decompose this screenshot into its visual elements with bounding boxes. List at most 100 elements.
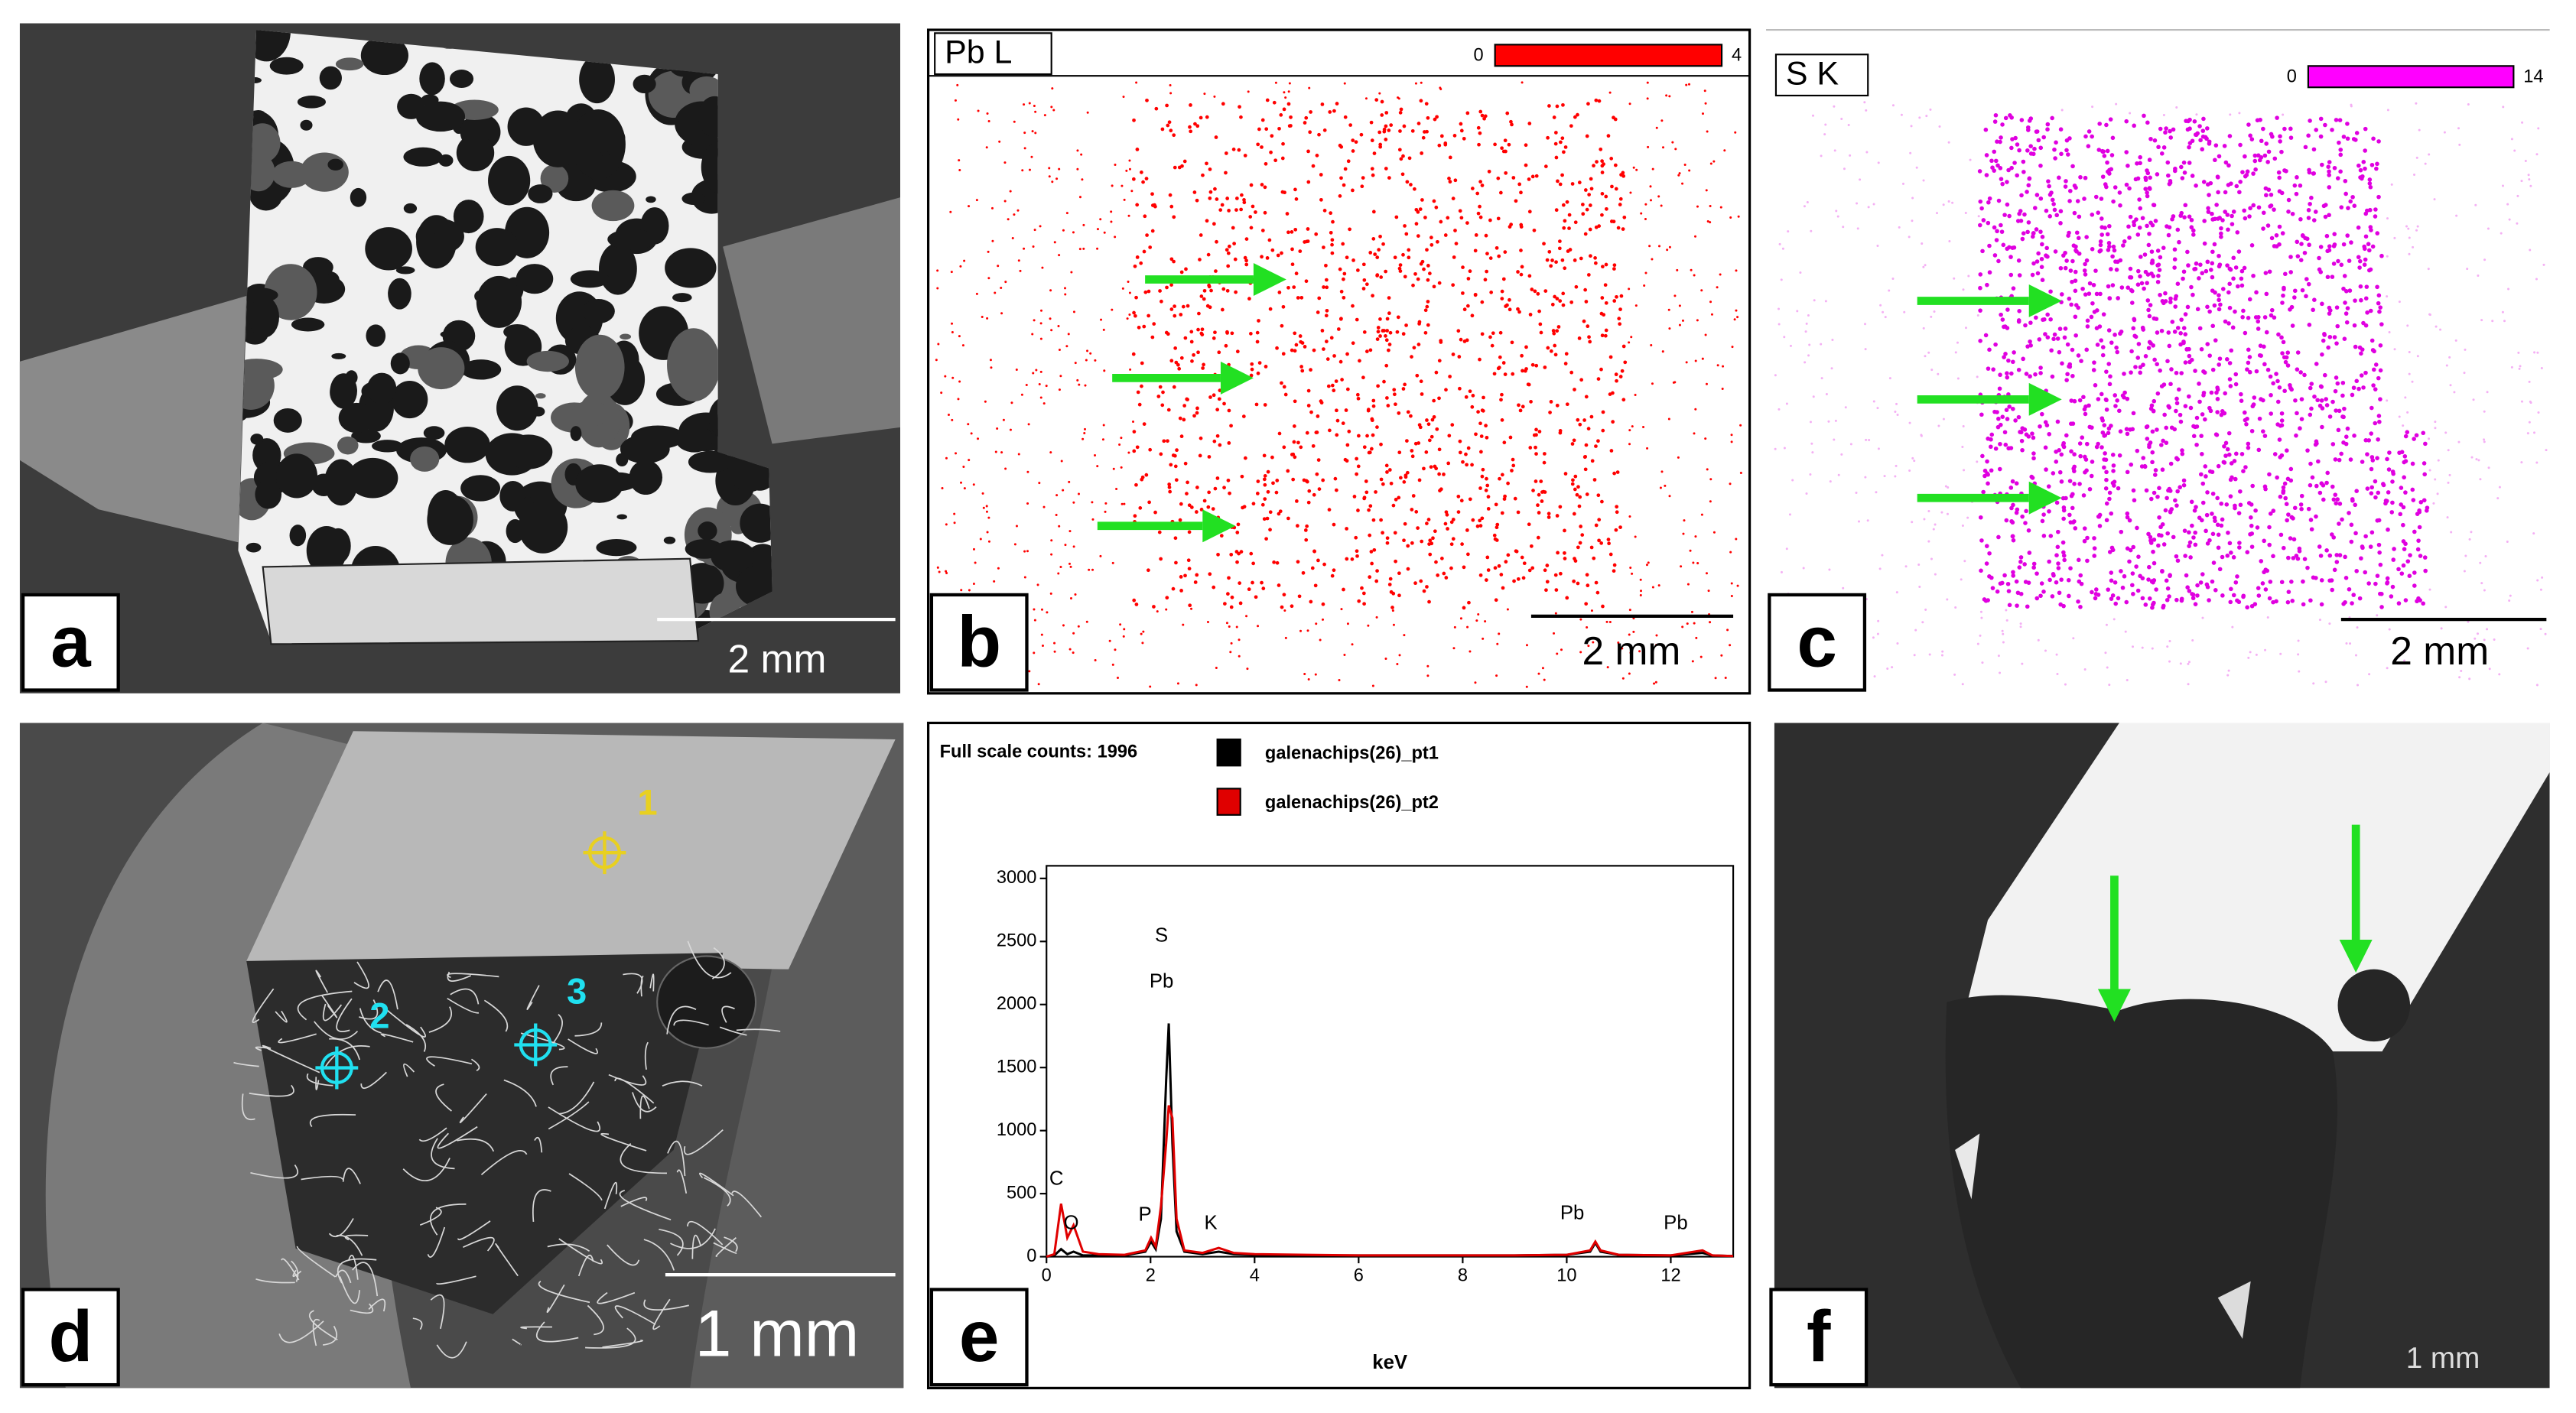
map-dot — [2251, 203, 2256, 208]
map-dot — [1409, 183, 1413, 187]
map-dot — [2147, 186, 2152, 190]
map-dot — [985, 510, 988, 513]
fiber — [639, 1095, 650, 1119]
fiber — [329, 1038, 360, 1061]
map-dot — [2369, 466, 2374, 472]
map-dot — [2308, 119, 2312, 123]
map-dot — [2304, 277, 2309, 281]
map-dot — [2245, 605, 2249, 610]
map-dot — [1608, 620, 1612, 623]
map-dot — [2002, 355, 2006, 359]
map-dot — [1192, 190, 1197, 194]
map-dot — [1111, 663, 1114, 666]
x-axis-label: keV — [1372, 1352, 1408, 1373]
dark-grain — [574, 334, 625, 400]
map-dot — [1648, 245, 1651, 248]
map-dot — [2306, 216, 2311, 220]
map-dot — [1552, 331, 1556, 336]
map-dot — [2500, 232, 2503, 235]
map-dot — [1282, 445, 1286, 450]
map-dot — [2243, 465, 2248, 469]
map-dot — [1324, 263, 1328, 268]
map-dot — [1992, 225, 1997, 230]
map-dot — [1501, 149, 1506, 154]
map-dot — [2009, 145, 2014, 151]
map-dot — [2318, 619, 2321, 622]
map-dot — [1140, 632, 1143, 635]
map-dot — [2412, 245, 2415, 248]
map-dot — [2110, 453, 2116, 457]
panel-a — [19, 23, 901, 694]
map-dot — [2349, 522, 2354, 528]
map-dot — [1266, 489, 1270, 494]
map-dot — [1473, 292, 1478, 297]
map-dot — [2519, 365, 2522, 368]
map-dot — [2371, 383, 2376, 388]
arrow-head — [1253, 263, 1286, 297]
map-dot — [2007, 404, 2012, 409]
map-dot — [1989, 437, 1993, 442]
map-dot — [2185, 304, 2191, 310]
dark-grain — [415, 101, 466, 132]
map-dot — [2207, 538, 2212, 543]
map-dot — [989, 359, 992, 362]
map-dot — [1584, 602, 1589, 606]
map-dot — [1392, 388, 1397, 392]
map-dot — [1221, 102, 1225, 106]
map-dot — [2111, 199, 2116, 204]
map-dot — [1589, 545, 1594, 550]
map-dot — [2320, 424, 2324, 430]
map-dot — [1557, 246, 1562, 251]
map-dot — [1058, 254, 1061, 257]
map-dot — [1842, 586, 1845, 590]
map-dot — [2179, 317, 2184, 322]
map-dot — [2056, 529, 2060, 534]
map-dot — [2030, 272, 2035, 278]
map-dot — [2010, 479, 2015, 484]
map-dot — [2104, 651, 2107, 655]
peak-label: S — [1155, 925, 1168, 947]
map-dot — [2227, 361, 2233, 365]
map-dot — [1270, 248, 1275, 252]
map-dot — [2130, 427, 2135, 432]
map-dot — [2309, 382, 2314, 386]
map-dot — [2370, 244, 2376, 249]
map-dot — [1537, 492, 1541, 497]
map-dot — [1519, 272, 1524, 277]
map-dot — [1999, 223, 2003, 228]
map-dot — [1961, 683, 1964, 686]
map-dot — [1356, 508, 1360, 512]
map-dot — [1404, 232, 1409, 236]
map-dot — [1387, 583, 1392, 586]
map-dot — [2276, 170, 2282, 175]
map-dot — [2327, 244, 2332, 248]
map-dot — [1229, 605, 1234, 609]
map-dot — [1693, 274, 1696, 277]
map-dot — [2210, 579, 2215, 584]
map-dot — [1435, 427, 1439, 431]
map-dot — [1646, 97, 1649, 100]
map-dot — [2306, 133, 2311, 138]
map-dot — [1429, 465, 1433, 469]
map-dot — [2422, 472, 2427, 477]
map-dot — [2040, 235, 2045, 239]
dark-grain — [427, 494, 473, 545]
map-dot — [1705, 382, 1708, 385]
map-dot — [1372, 547, 1377, 552]
map-dot — [2510, 365, 2513, 369]
map-dot — [941, 486, 944, 489]
map-dot — [1072, 632, 1075, 635]
map-dot — [2292, 183, 2298, 188]
map-dot — [1519, 248, 1523, 252]
map-dot — [2076, 236, 2081, 241]
map-dot — [1324, 278, 1329, 282]
fiber — [652, 1298, 671, 1330]
dark-grain — [633, 74, 656, 93]
map-dot — [1736, 316, 1739, 319]
map-dot — [1849, 154, 1852, 157]
map-dot — [1417, 423, 1422, 427]
map-dot — [2278, 494, 2283, 499]
map-dot — [2275, 475, 2279, 480]
map-dot — [2249, 651, 2252, 654]
map-dot — [1269, 150, 1273, 154]
